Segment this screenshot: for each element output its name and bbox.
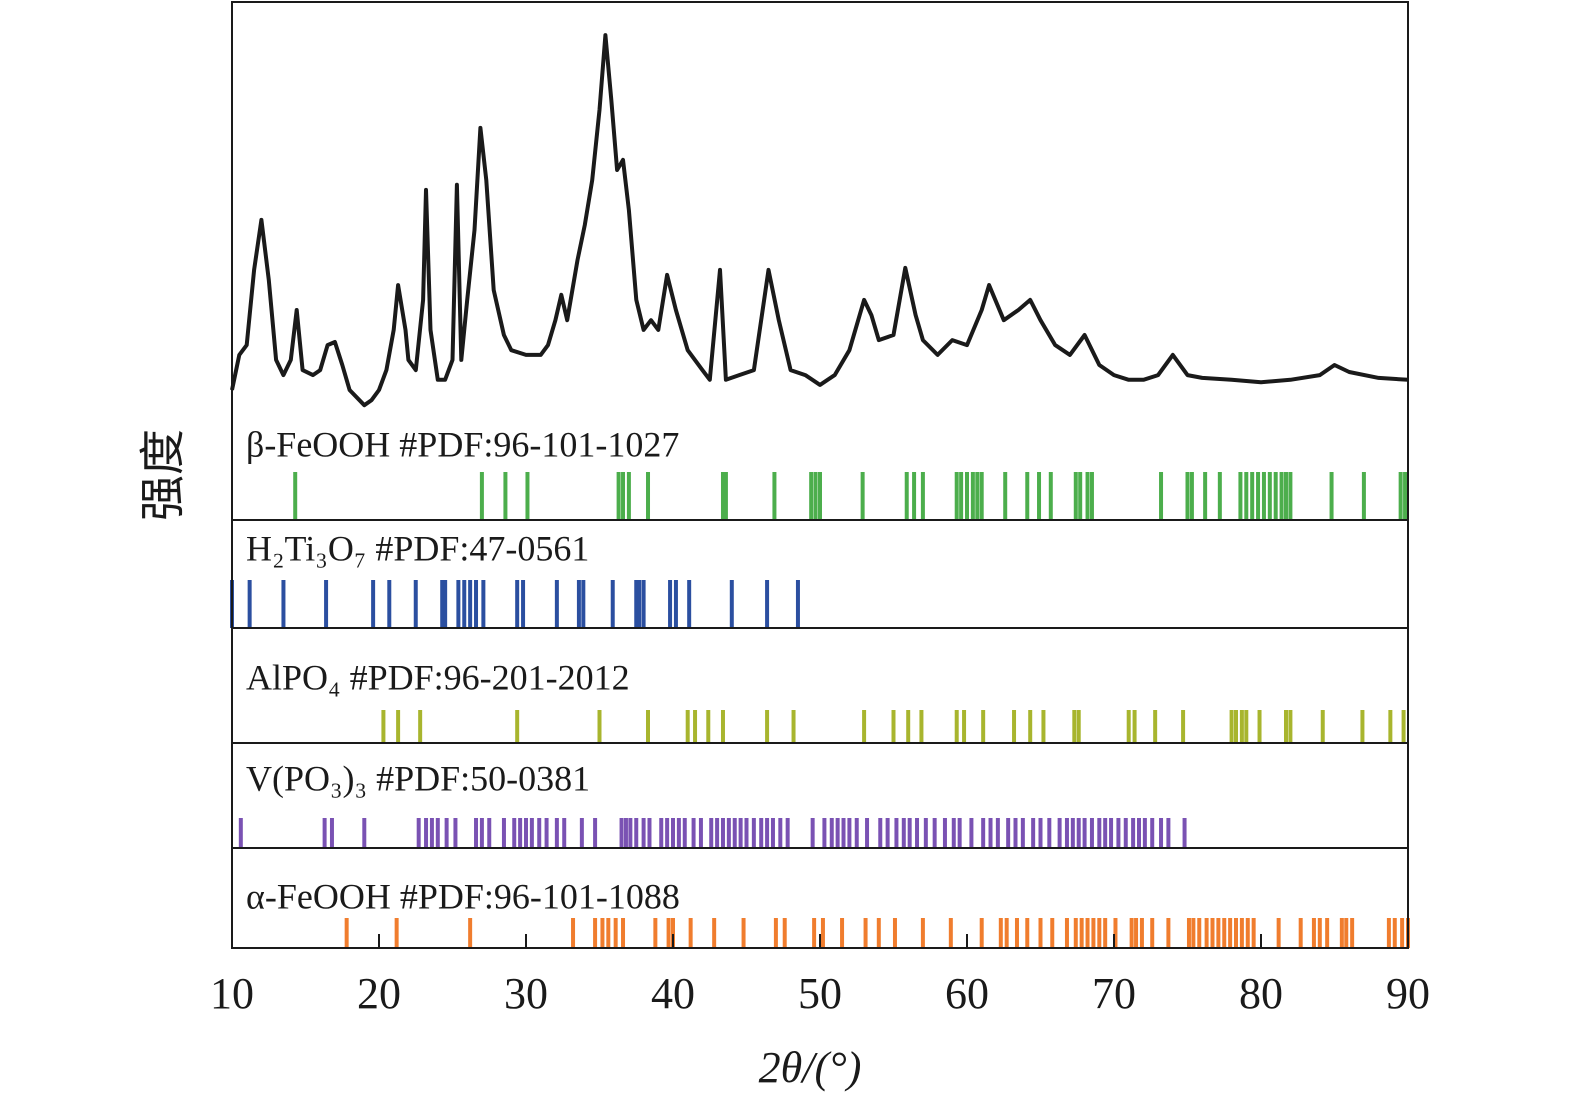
x-tick-label: 80 <box>1239 969 1283 1018</box>
y-axis-label: 强度 <box>138 429 189 521</box>
xrd-pattern <box>230 33 1409 408</box>
x-tick-label: 40 <box>651 969 695 1018</box>
reference-label: V(PO₃)₃ #PDF:50-0381 <box>246 758 590 798</box>
x-tick-label: 10 <box>210 969 254 1018</box>
reference-label: AlPO₄ #PDF:96-201-2012 <box>246 657 630 697</box>
x-tick-label: 70 <box>1092 969 1136 1018</box>
reference-label: H₂Ti₃O₇ #PDF:47-0561 <box>246 528 589 568</box>
x-tick-label: 60 <box>945 969 989 1018</box>
x-axis-label: 2θ/(°) <box>759 1043 862 1092</box>
reference-label: β-FeOOH #PDF:96-101-1027 <box>246 424 679 464</box>
x-tick-label: 20 <box>357 969 401 1018</box>
x-tick-label: 30 <box>504 969 548 1018</box>
x-tick-label: 50 <box>798 969 842 1018</box>
x-tick-label: 90 <box>1386 969 1430 1018</box>
reference-label: α-FeOOH #PDF:96-101-1088 <box>246 876 680 916</box>
